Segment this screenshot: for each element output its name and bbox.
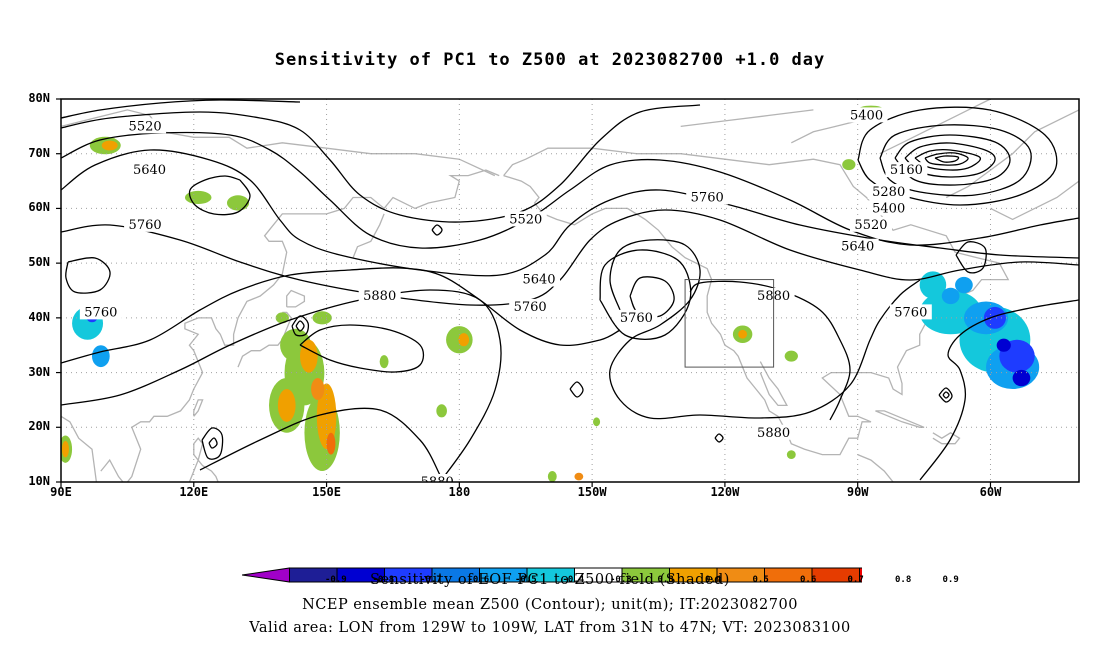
colorbar-tick-label: 0.9 xyxy=(942,575,959,585)
lon-tick-label: 180 xyxy=(448,485,471,499)
contour-label-box xyxy=(615,309,658,325)
contour-label-box xyxy=(867,184,910,200)
contour-label-box xyxy=(416,474,459,482)
contour-label: 5640 xyxy=(841,240,874,255)
contour-label-box xyxy=(889,304,932,320)
contour-label: 5400 xyxy=(850,108,883,123)
sensitivity-shading xyxy=(61,105,1040,482)
contour-label-box xyxy=(849,216,892,232)
lat-tick-label: 30N xyxy=(28,364,50,379)
contour-label: 5520 xyxy=(509,212,542,227)
colorbar-tick-label: -0.9 xyxy=(325,575,347,585)
contour-label: 5880 xyxy=(757,426,790,441)
footer-shading-note: Sensitivity of EOF PC1 to Z500 field (Sh… xyxy=(370,572,730,588)
lat-tick-label: 60N xyxy=(28,200,50,215)
lat-tick-label: 40N xyxy=(28,309,50,324)
contour-label-box xyxy=(124,216,167,232)
lat-tick-label: 10N xyxy=(28,474,50,488)
colorbar-tick-label: -0.7 xyxy=(420,575,442,585)
colorbar-tick-label: 0.7 xyxy=(847,575,864,585)
lon-tick-label: 90E xyxy=(50,485,72,499)
footer-contour-note: NCEP ensemble mean Z500 (Contour); unit(… xyxy=(302,597,798,613)
map-frame xyxy=(60,98,1080,483)
colorbar-tick-label: -0.3 xyxy=(610,575,632,585)
valid-area-box xyxy=(684,279,775,368)
contour-label: 5760 xyxy=(514,300,547,315)
contour-label: 5760 xyxy=(691,190,724,205)
colorbar-tick-label: 0.6 xyxy=(800,575,817,585)
lat-tick-label: 70N xyxy=(28,145,50,160)
contour-label: 5160 xyxy=(890,163,923,178)
lon-tick-label: 60W xyxy=(979,485,1002,499)
colorbar-tick-label: -0.6 xyxy=(467,575,490,585)
colorbar-tick-label: 0.8 xyxy=(895,575,912,585)
lon-tick-label: 150W xyxy=(577,485,607,499)
contour-label-box xyxy=(358,287,401,303)
contour-label-box xyxy=(867,200,910,216)
colorbar-tick-label: -0.5 xyxy=(515,575,537,585)
contour-label: 5760 xyxy=(129,218,162,233)
chart-title: Sensitivity of PC1 to Z500 at 2023082700… xyxy=(274,50,826,70)
contour-label: 5880 xyxy=(363,289,396,304)
contour-label-box xyxy=(885,162,928,178)
contour-label: 5760 xyxy=(84,305,117,320)
contour-label-box xyxy=(509,298,552,314)
colorbar-tick-label: 0.3 xyxy=(657,575,674,585)
contour-label-box xyxy=(518,271,561,287)
contour-label: 5280 xyxy=(872,185,905,200)
contour-label-box xyxy=(845,107,888,123)
contour-label: 5520 xyxy=(854,218,887,233)
contour-label: 5760 xyxy=(620,311,653,326)
contour-label: 5760 xyxy=(894,305,927,320)
lat-tick-label: 50N xyxy=(28,255,50,270)
lat-tick-label: 80N xyxy=(28,91,50,105)
contour-label-box xyxy=(128,162,171,178)
contour-label: 5880 xyxy=(421,475,454,490)
contour-label-box xyxy=(124,118,167,134)
contour-label: 5400 xyxy=(872,201,905,216)
colorbar xyxy=(242,567,862,583)
lat-tick-label: 20N xyxy=(28,419,50,434)
contour-label: 5520 xyxy=(129,119,162,134)
contour-label-box xyxy=(836,238,879,254)
contour-label: 5640 xyxy=(522,273,555,288)
lon-tick-label: 120E xyxy=(179,485,209,499)
contour-labels: 5520 5640 5760 5760 5880 5520 5640 5760 5760 5760… xyxy=(79,107,932,490)
colorbar-tick-label: 0.5 xyxy=(752,575,769,585)
colorbar-tick-label: -0.4 xyxy=(562,575,585,585)
contour-label-box xyxy=(79,304,122,320)
colorbar-tick-label: -0.8 xyxy=(372,575,395,585)
contour-label: 5640 xyxy=(133,163,166,178)
contour-label-box xyxy=(686,189,729,205)
colorbar-tick-label: 0.4 xyxy=(705,575,722,585)
contour-label-box xyxy=(504,211,547,227)
lon-tick-label: 150E xyxy=(312,485,342,499)
lon-tick-label: 90W xyxy=(846,485,869,499)
lon-tick-label: 120W xyxy=(710,485,740,499)
colorbar-segment xyxy=(859,567,862,583)
contour-label-box xyxy=(752,424,795,440)
footer-valid-area: Valid area: LON from 129W to 109W, LAT f… xyxy=(249,620,851,636)
